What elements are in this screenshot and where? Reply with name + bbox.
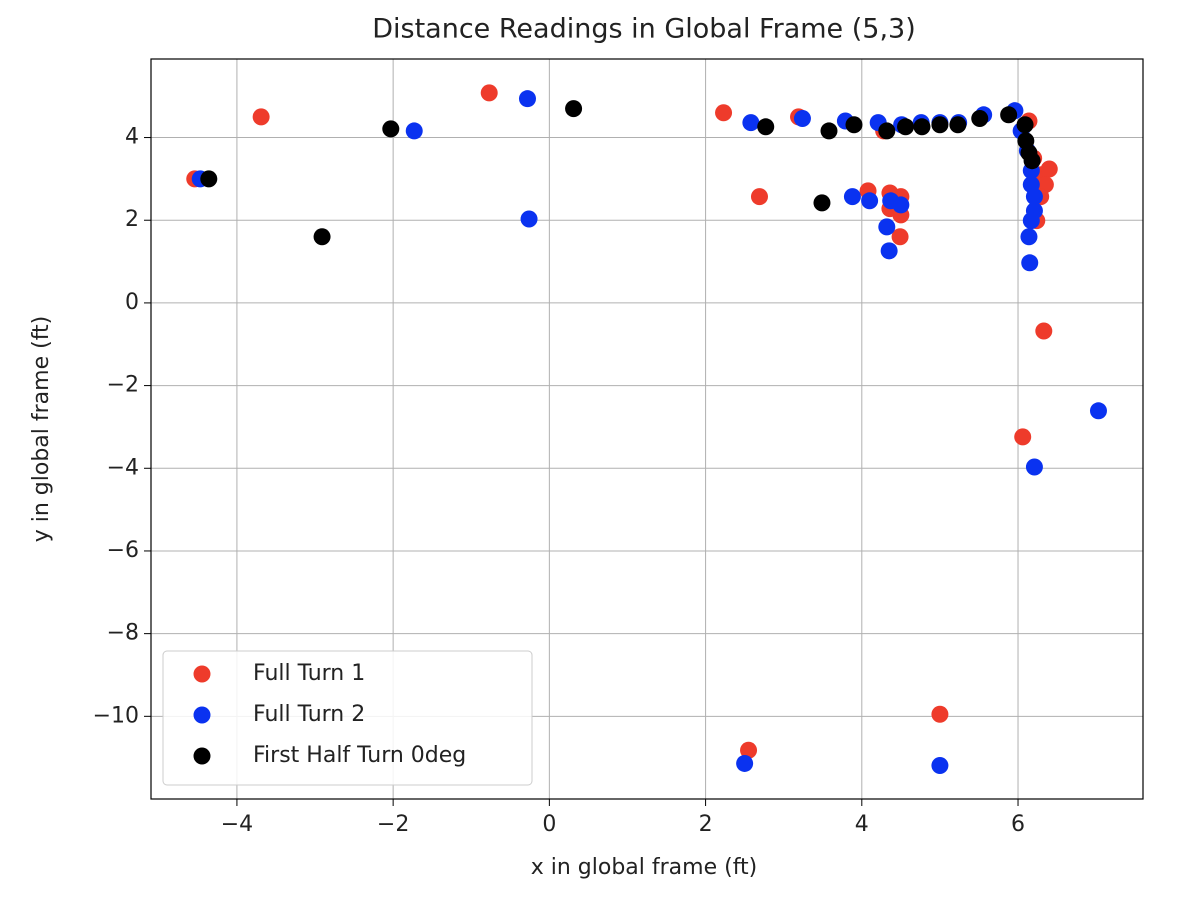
point bbox=[845, 116, 863, 134]
point bbox=[861, 192, 879, 210]
point bbox=[793, 110, 811, 128]
point bbox=[1040, 160, 1058, 178]
x-tick-label: 6 bbox=[1011, 812, 1025, 837]
x-axis-label: x in global frame (ft) bbox=[531, 855, 758, 880]
y-tick-label: −10 bbox=[93, 703, 139, 728]
y-tick-label: 2 bbox=[125, 207, 139, 232]
point bbox=[1021, 254, 1039, 272]
point bbox=[715, 104, 733, 122]
point bbox=[949, 116, 967, 134]
point bbox=[913, 118, 931, 136]
point bbox=[736, 754, 754, 772]
legend-label: Full Turn 2 bbox=[253, 702, 365, 727]
point bbox=[931, 757, 949, 775]
y-tick-label: −8 bbox=[107, 621, 139, 646]
y-tick-label: −2 bbox=[107, 373, 139, 398]
point bbox=[742, 114, 760, 132]
point bbox=[565, 100, 583, 118]
point bbox=[843, 188, 861, 206]
point bbox=[1000, 106, 1018, 124]
plot-frame bbox=[150, 58, 1144, 800]
point bbox=[878, 122, 896, 140]
point bbox=[878, 218, 896, 236]
point bbox=[1014, 428, 1032, 446]
point bbox=[820, 122, 838, 140]
y-tick-label: −4 bbox=[107, 455, 139, 480]
point bbox=[480, 84, 498, 102]
point bbox=[520, 210, 538, 228]
point bbox=[1089, 402, 1107, 420]
point bbox=[1022, 212, 1040, 230]
x-tick-label: −2 bbox=[377, 812, 409, 837]
point bbox=[750, 188, 768, 206]
y-tick-label: 4 bbox=[125, 125, 139, 150]
point bbox=[405, 122, 423, 140]
legend-marker bbox=[193, 706, 211, 724]
legend-marker bbox=[193, 665, 211, 683]
point bbox=[200, 170, 218, 188]
legend-box bbox=[162, 650, 533, 786]
point bbox=[880, 242, 898, 260]
legend-label: Full Turn 1 bbox=[253, 661, 365, 686]
y-tick-label: 0 bbox=[125, 290, 139, 315]
x-tick-label: 2 bbox=[699, 812, 713, 837]
point bbox=[897, 118, 915, 136]
point bbox=[518, 90, 536, 108]
y-axis-label: y in global frame (ft) bbox=[29, 316, 54, 543]
point bbox=[892, 196, 910, 214]
point bbox=[971, 110, 989, 128]
chart-title: Distance Readings in Global Frame (5,3) bbox=[372, 14, 916, 45]
y-tick-label: −6 bbox=[107, 538, 139, 563]
point bbox=[252, 108, 270, 126]
point bbox=[813, 194, 831, 212]
point bbox=[891, 228, 909, 246]
x-tick-label: 0 bbox=[542, 812, 556, 837]
point bbox=[382, 120, 400, 138]
point bbox=[931, 116, 949, 134]
point bbox=[740, 741, 758, 759]
point bbox=[1025, 188, 1043, 206]
point bbox=[1035, 322, 1053, 340]
point bbox=[1023, 152, 1041, 170]
legend-label: First Half Turn 0deg bbox=[253, 743, 466, 768]
point bbox=[1016, 116, 1034, 134]
x-tick-label: −4 bbox=[221, 812, 253, 837]
legend-marker bbox=[193, 747, 211, 765]
point bbox=[757, 118, 775, 136]
x-tick-label: 4 bbox=[855, 812, 869, 837]
point bbox=[1025, 458, 1043, 476]
point bbox=[313, 228, 331, 246]
point bbox=[931, 705, 949, 723]
point bbox=[1020, 228, 1038, 246]
